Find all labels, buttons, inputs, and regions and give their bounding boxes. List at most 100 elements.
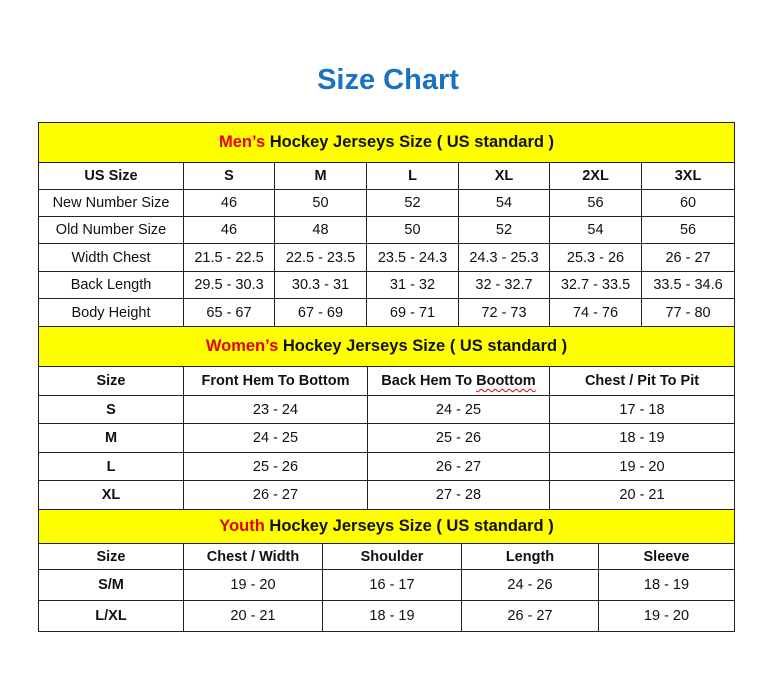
table-cell: 23.5 - 24.3	[366, 243, 459, 272]
column-header: Chest / Pit To Pit	[548, 366, 736, 396]
table-cell: 50	[366, 216, 459, 244]
mens-section-title: Men’s Hockey Jerseys Size ( US standard …	[37, 122, 736, 163]
column-header-label: L	[408, 168, 417, 184]
table-cell: 20 - 21	[183, 600, 323, 632]
row-label: S/M	[38, 569, 184, 601]
table-cell: 48	[274, 216, 367, 244]
table-cell: 19 - 20	[183, 569, 323, 601]
row-label: New Number Size	[38, 189, 184, 217]
table-cell: 27 - 28	[367, 480, 550, 510]
spelling-error-underline: Boottom	[476, 373, 536, 389]
section-title-text: Hockey Jerseys Size ( US standard )	[278, 337, 568, 355]
table-cell: 18 - 19	[597, 569, 736, 601]
mens-header-row: US Size S M L XL 2XL 3XL	[38, 162, 736, 190]
column-header: Shoulder	[322, 543, 462, 570]
column-header-label: XL	[494, 168, 514, 184]
column-header: Length	[461, 543, 599, 570]
section-title-accent: Youth	[219, 517, 265, 535]
row-label: L/XL	[38, 600, 184, 632]
column-header-label: S	[224, 168, 234, 184]
table-cell: 19 - 20	[548, 452, 736, 481]
table-cell: 26 - 27	[367, 452, 550, 481]
womens-header-row: Size Front Hem To Bottom Back Hem To Boott…	[38, 366, 736, 396]
youth-section-title: Youth Hockey Jerseys Size ( US standard …	[37, 509, 736, 544]
column-header-label: Front Hem To Bottom	[201, 373, 350, 389]
table-cell: 24.3 - 25.3	[458, 243, 550, 272]
row-label: L	[38, 452, 184, 481]
column-header-label: Chest / Width	[206, 548, 300, 565]
table-cell: 69 - 71	[366, 298, 459, 327]
column-header: 3XL	[640, 162, 736, 190]
table-cell: 19 - 20	[597, 600, 736, 632]
column-header-label: Back Hem To Boottom	[381, 373, 536, 389]
table-cell: 29.5 - 30.3	[183, 271, 275, 299]
table-cell: 74 - 76	[549, 298, 642, 327]
table-row: Back Length 29.5 - 30.3 30.3 - 31 31 - 32 32…	[38, 271, 736, 299]
table-row: Old Number Size 46 48 50 52 54 56	[38, 216, 736, 244]
column-header-label: US Size	[84, 168, 138, 184]
table-cell: 25.3 - 26	[549, 243, 642, 272]
mens-band-row: Men’s Hockey Jerseys Size ( US standard …	[37, 122, 736, 163]
table-row: L 25 - 26 26 - 27 19 - 20	[38, 452, 736, 481]
column-header-label: Length	[505, 548, 555, 565]
section-title-accent: Men’s	[219, 133, 266, 151]
column-header-label: Size	[96, 373, 126, 389]
table-cell: 33.5 - 34.6	[640, 271, 736, 299]
table-cell: 26 - 27	[640, 243, 736, 272]
column-header-label: 3XL	[674, 168, 702, 184]
table-cell: 72 - 73	[458, 298, 550, 327]
column-header: Chest / Width	[183, 543, 323, 570]
table-cell: 67 - 69	[274, 298, 367, 327]
table-cell: 16 - 17	[322, 569, 462, 601]
column-header: US Size	[38, 162, 184, 190]
youth-size-table: Youth Hockey Jerseys Size ( US standard …	[37, 509, 736, 632]
table-cell: 46	[183, 189, 275, 217]
table-row: S 23 - 24 24 - 25 17 - 18	[38, 395, 736, 424]
column-header: 2XL	[549, 162, 642, 190]
column-header-label: Chest / Pit To Pit	[584, 373, 700, 389]
table-row: S/M 19 - 20 16 - 17 24 - 26 18 - 19	[38, 569, 736, 601]
column-header: XL	[458, 162, 550, 190]
table-cell: 25 - 26	[183, 452, 368, 481]
section-title-accent: Women’s	[205, 337, 279, 355]
column-header-label: M	[314, 168, 327, 184]
youth-header-row: Size Chest / Width Shoulder Length Sleeve	[38, 543, 736, 570]
table-cell: 56	[549, 189, 642, 217]
column-header: L	[366, 162, 459, 190]
table-cell: 24 - 25	[367, 395, 550, 424]
section-title-text: Hockey Jerseys Size ( US standard )	[264, 517, 554, 535]
table-cell: 54	[549, 216, 642, 244]
table-cell: 52	[366, 189, 459, 217]
table-cell: 32 - 32.7	[458, 271, 550, 299]
row-label: M	[38, 423, 184, 453]
table-row: Body Height 65 - 67 67 - 69 69 - 71 72 - 73 7…	[38, 298, 736, 327]
womens-size-table: Women’s Hockey Jerseys Size ( US standar…	[37, 326, 736, 510]
row-label: Body Height	[38, 298, 184, 327]
table-cell: 31 - 32	[366, 271, 459, 299]
table-row: Width Chest 21.5 - 22.5 22.5 - 23.5 23.5 - …	[38, 243, 736, 272]
column-header-label: 2XL	[582, 168, 609, 184]
table-cell: 52	[458, 216, 550, 244]
table-cell: 23 - 24	[183, 395, 368, 424]
table-row: New Number Size 46 50 52 54 56 60	[38, 189, 736, 217]
table-row: M 24 - 25 25 - 26 18 - 19	[38, 423, 736, 453]
column-header: Sleeve	[597, 543, 736, 570]
mens-size-table: Men’s Hockey Jerseys Size ( US standard …	[37, 122, 736, 327]
column-header: Size	[38, 366, 184, 396]
table-cell: 17 - 18	[548, 395, 736, 424]
table-cell: 18 - 19	[322, 600, 462, 632]
section-title-text: Hockey Jerseys Size ( US standard )	[265, 133, 555, 151]
table-cell: 32.7 - 33.5	[549, 271, 642, 299]
column-header-label: Sleeve	[643, 548, 690, 565]
table-cell: 54	[458, 189, 550, 217]
table-cell: 77 - 80	[640, 298, 736, 327]
row-label: S	[38, 395, 184, 424]
table-cell: 21.5 - 22.5	[183, 243, 275, 272]
table-cell: 46	[183, 216, 275, 244]
column-header: Front Hem To Bottom	[183, 366, 368, 396]
column-header-label: Shoulder	[360, 548, 424, 565]
page-title: Size Chart	[317, 64, 459, 96]
row-label: Old Number Size	[38, 216, 184, 244]
row-label: XL	[38, 480, 184, 510]
table-cell: 18 - 19	[548, 423, 736, 453]
